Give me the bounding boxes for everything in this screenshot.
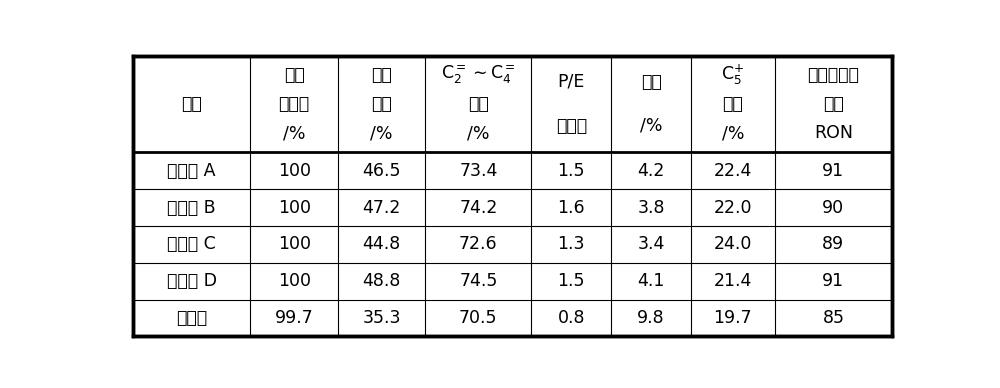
Text: /%: /% xyxy=(640,117,662,135)
Text: 收率: 收率 xyxy=(371,95,392,113)
Text: 4.2: 4.2 xyxy=(637,162,665,180)
Text: 73.4: 73.4 xyxy=(459,162,498,180)
Text: 催化剂 B: 催化剂 B xyxy=(167,199,216,217)
Text: 19.7: 19.7 xyxy=(713,309,752,327)
Text: 1.3: 1.3 xyxy=(558,236,585,253)
Text: /%: /% xyxy=(370,124,393,142)
Text: 3.8: 3.8 xyxy=(637,199,665,217)
Text: 22.4: 22.4 xyxy=(714,162,752,180)
Text: 100: 100 xyxy=(278,162,311,180)
Text: 91: 91 xyxy=(822,272,844,290)
Text: 1.5: 1.5 xyxy=(558,162,585,180)
Text: 22.0: 22.0 xyxy=(714,199,752,217)
Text: $\mathrm{C_2^{=}{\sim}C_4^{=}}$: $\mathrm{C_2^{=}{\sim}C_4^{=}}$ xyxy=(441,64,516,86)
Text: 副产汽油辛: 副产汽油辛 xyxy=(807,66,859,84)
Text: 3.4: 3.4 xyxy=(637,236,665,253)
Text: 89: 89 xyxy=(822,236,844,253)
Text: 85: 85 xyxy=(822,309,844,327)
Text: 100: 100 xyxy=(278,272,311,290)
Text: 1.5: 1.5 xyxy=(558,272,585,290)
Text: $\mathrm{C_5^{+}}$: $\mathrm{C_5^{+}}$ xyxy=(721,62,744,87)
Text: 44.8: 44.8 xyxy=(362,236,401,253)
Text: 100: 100 xyxy=(278,236,311,253)
Text: 70.5: 70.5 xyxy=(459,309,498,327)
Text: 催化剂 C: 催化剂 C xyxy=(167,236,216,253)
Text: 4.1: 4.1 xyxy=(637,272,665,290)
Text: RON: RON xyxy=(814,124,853,142)
Text: 74.2: 74.2 xyxy=(459,199,498,217)
Text: /%: /% xyxy=(283,124,305,142)
Text: /%: /% xyxy=(467,124,490,142)
Text: 48.8: 48.8 xyxy=(362,272,401,290)
Text: 烷烃: 烷烃 xyxy=(641,73,661,91)
Text: 质量比: 质量比 xyxy=(556,117,587,135)
Text: 催化剂 D: 催化剂 D xyxy=(167,272,217,290)
Text: 收率: 收率 xyxy=(468,95,489,113)
Text: 21.4: 21.4 xyxy=(714,272,752,290)
Text: 100: 100 xyxy=(278,199,311,217)
Text: 90: 90 xyxy=(822,199,844,217)
Text: 74.5: 74.5 xyxy=(459,272,498,290)
Text: 99.7: 99.7 xyxy=(275,309,314,327)
Text: 对比剂: 对比剂 xyxy=(176,309,207,327)
Text: /%: /% xyxy=(722,124,744,142)
Text: 项目: 项目 xyxy=(181,95,202,113)
Text: 甲醇: 甲醇 xyxy=(284,66,305,84)
Text: 91: 91 xyxy=(822,162,844,180)
Text: 72.6: 72.6 xyxy=(459,236,498,253)
Text: P/E: P/E xyxy=(558,73,585,91)
Text: 0.8: 0.8 xyxy=(558,309,585,327)
Text: 9.8: 9.8 xyxy=(637,309,665,327)
Text: 转化率: 转化率 xyxy=(279,95,310,113)
Text: 47.2: 47.2 xyxy=(362,199,401,217)
Text: 46.5: 46.5 xyxy=(362,162,401,180)
Text: 35.3: 35.3 xyxy=(362,309,401,327)
Text: 烷值: 烷值 xyxy=(823,95,844,113)
Text: 24.0: 24.0 xyxy=(714,236,752,253)
Text: 丙烯: 丙烯 xyxy=(371,66,392,84)
Text: 催化剂 A: 催化剂 A xyxy=(167,162,216,180)
Text: 收率: 收率 xyxy=(722,95,743,113)
Text: 1.6: 1.6 xyxy=(558,199,585,217)
